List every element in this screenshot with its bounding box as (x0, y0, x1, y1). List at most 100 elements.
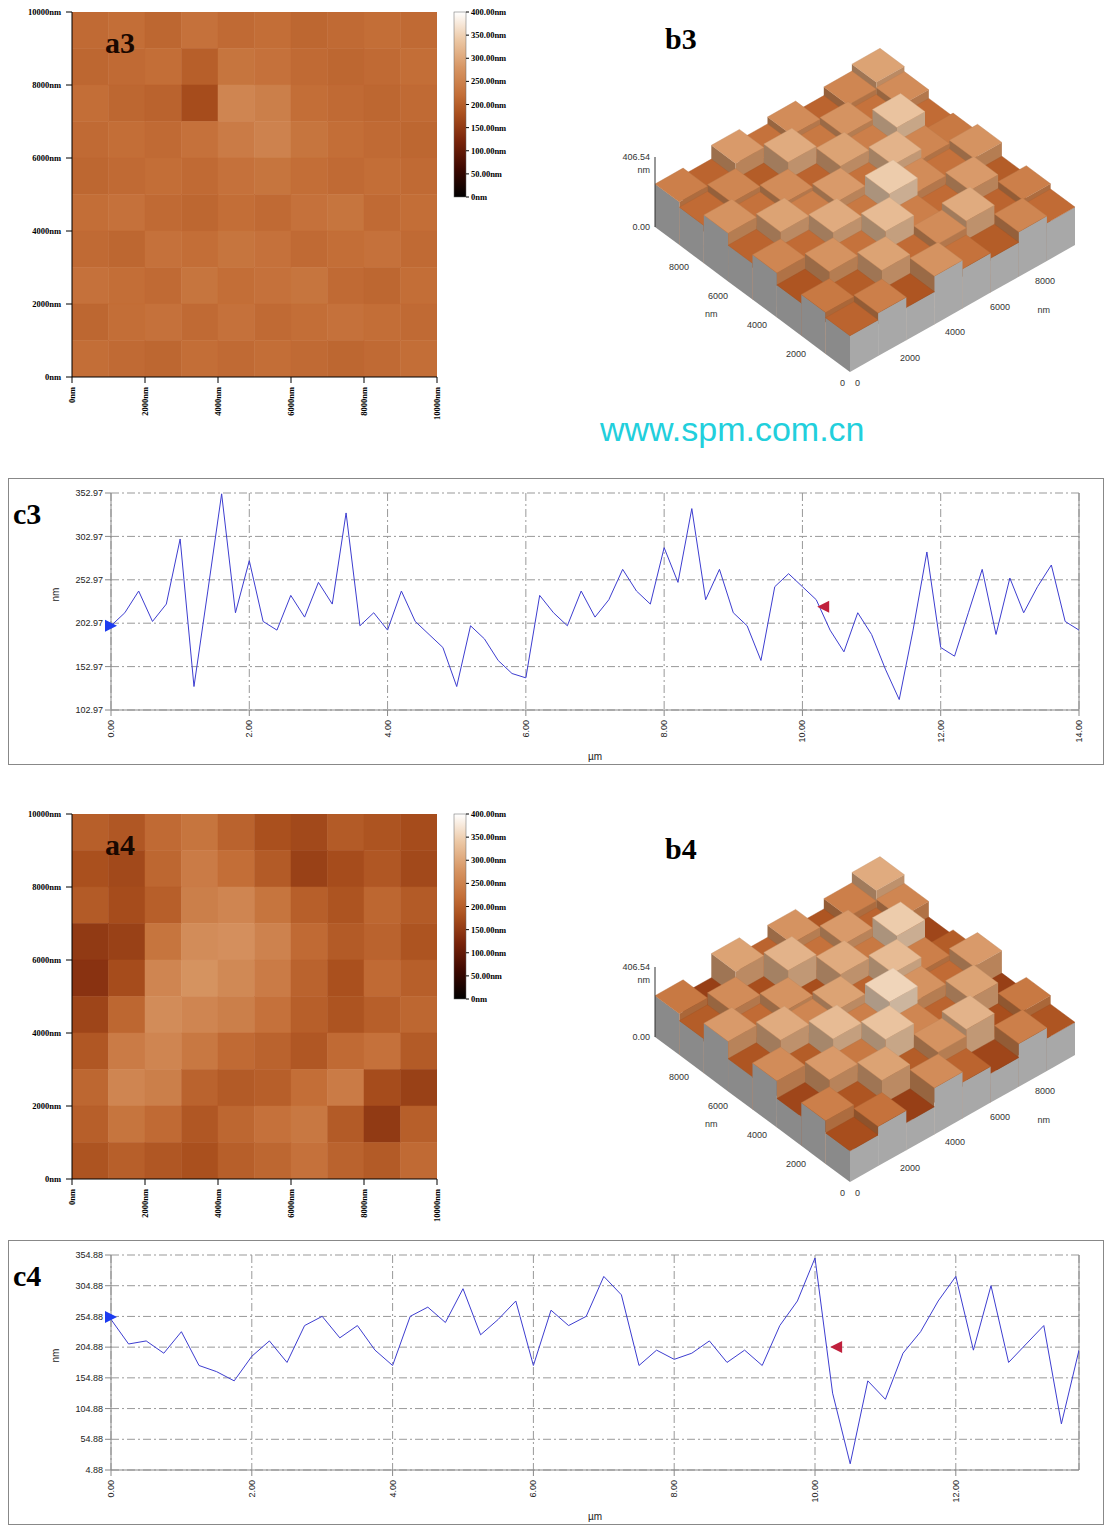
svg-text:250.00nm: 250.00nm (471, 878, 506, 888)
svg-text:8.00: 8.00 (659, 720, 669, 738)
svg-text:2000: 2000 (786, 1159, 806, 1169)
svg-text:252.97: 252.97 (75, 575, 103, 585)
svg-text:nm: nm (637, 165, 650, 175)
svg-text:352.97: 352.97 (75, 488, 103, 498)
svg-text:354.88: 354.88 (75, 1250, 103, 1260)
svg-text:4.00: 4.00 (383, 720, 393, 738)
svg-text:2.00: 2.00 (244, 720, 254, 738)
svg-text:2000nm: 2000nm (32, 1101, 61, 1111)
svg-text:14.00: 14.00 (1074, 720, 1084, 743)
svg-text:2000nm: 2000nm (32, 299, 61, 309)
svg-text:12.00: 12.00 (951, 1480, 961, 1503)
svg-text:0nm: 0nm (67, 387, 77, 403)
svg-text:10000nm: 10000nm (28, 7, 61, 17)
svg-text:8000: 8000 (1035, 276, 1055, 286)
svg-text:µm: µm (588, 1511, 602, 1522)
svg-text:nm: nm (705, 1119, 718, 1129)
svg-text:8000: 8000 (669, 262, 689, 272)
svg-text:10000nm: 10000nm (432, 387, 442, 420)
svg-text:250.00nm: 250.00nm (471, 76, 506, 86)
svg-text:0nm: 0nm (45, 372, 61, 382)
svg-text:8.00: 8.00 (669, 1480, 679, 1498)
svg-text:10.00: 10.00 (797, 720, 807, 743)
svg-text:10000nm: 10000nm (432, 1189, 442, 1222)
svg-text:152.97: 152.97 (75, 662, 103, 672)
svg-text:6000nm: 6000nm (286, 1189, 296, 1218)
svg-text:nm: nm (50, 1349, 61, 1363)
svg-text:0.00: 0.00 (632, 222, 650, 232)
svg-text:0: 0 (855, 1188, 860, 1198)
svg-text:6.00: 6.00 (521, 720, 531, 738)
svg-text:6000: 6000 (990, 302, 1010, 312)
svg-text:350.00nm: 350.00nm (471, 832, 506, 842)
svg-text:4000: 4000 (747, 1130, 767, 1140)
svg-text:4000nm: 4000nm (213, 387, 223, 416)
svg-text:4000nm: 4000nm (213, 1189, 223, 1218)
svg-text:nm: nm (1038, 305, 1051, 315)
svg-text:8000nm: 8000nm (32, 882, 61, 892)
svg-text:350.00nm: 350.00nm (471, 30, 506, 40)
svg-text:2000nm: 2000nm (140, 387, 150, 416)
svg-text:8000nm: 8000nm (359, 387, 369, 416)
svg-text:0.00: 0.00 (106, 1480, 116, 1498)
svg-text:8000nm: 8000nm (359, 1189, 369, 1218)
svg-text:10000nm: 10000nm (28, 809, 61, 819)
svg-text:0nm: 0nm (471, 994, 487, 1004)
svg-text:4.88: 4.88 (85, 1465, 103, 1475)
svg-text:2000: 2000 (786, 349, 806, 359)
svg-text:50.00nm: 50.00nm (471, 169, 502, 179)
svg-text:406.54: 406.54 (622, 152, 650, 162)
svg-text:4000nm: 4000nm (32, 1028, 61, 1038)
svg-text:154.88: 154.88 (75, 1373, 103, 1383)
svg-text:406.54: 406.54 (622, 962, 650, 972)
svg-text:100.00nm: 100.00nm (471, 146, 506, 156)
svg-text:204.88: 204.88 (75, 1342, 103, 1352)
svg-text:0nm: 0nm (45, 1174, 61, 1184)
svg-text:50.00nm: 50.00nm (471, 971, 502, 981)
svg-text:2000: 2000 (900, 1163, 920, 1173)
svg-text:2.00: 2.00 (247, 1480, 257, 1498)
svg-text:300.00nm: 300.00nm (471, 855, 506, 865)
svg-text:nm: nm (637, 975, 650, 985)
svg-text:6000nm: 6000nm (32, 153, 61, 163)
svg-text:0nm: 0nm (67, 1189, 77, 1205)
svg-text:4000nm: 4000nm (32, 226, 61, 236)
svg-text:12.00: 12.00 (936, 720, 946, 743)
svg-text:8000: 8000 (669, 1072, 689, 1082)
svg-text:0: 0 (855, 378, 860, 388)
svg-text:6000nm: 6000nm (32, 955, 61, 965)
svg-text:400.00nm: 400.00nm (471, 810, 506, 819)
svg-text:54.88: 54.88 (80, 1434, 103, 1444)
svg-text:6000: 6000 (708, 1101, 728, 1111)
svg-text:6000: 6000 (990, 1112, 1010, 1122)
svg-text:nm: nm (705, 309, 718, 319)
svg-text:400.00nm: 400.00nm (471, 8, 506, 17)
svg-text:8000nm: 8000nm (32, 80, 61, 90)
svg-text:102.97: 102.97 (75, 705, 103, 715)
svg-text:150.00nm: 150.00nm (471, 925, 506, 935)
svg-text:0: 0 (840, 1188, 845, 1198)
svg-text:0.00: 0.00 (632, 1032, 650, 1042)
svg-text:6000: 6000 (708, 291, 728, 301)
svg-text:6.00: 6.00 (528, 1480, 538, 1498)
svg-text:150.00nm: 150.00nm (471, 123, 506, 133)
svg-text:254.88: 254.88 (75, 1312, 103, 1322)
svg-text:302.97: 302.97 (75, 532, 103, 542)
svg-text:µm: µm (588, 751, 602, 762)
svg-text:4.00: 4.00 (388, 1480, 398, 1498)
svg-text:202.97: 202.97 (75, 618, 103, 628)
svg-text:100.00nm: 100.00nm (471, 948, 506, 958)
svg-text:304.88: 304.88 (75, 1281, 103, 1291)
svg-text:2000: 2000 (900, 353, 920, 363)
svg-text:300.00nm: 300.00nm (471, 53, 506, 63)
svg-text:104.88: 104.88 (75, 1404, 103, 1414)
svg-text:4000: 4000 (747, 320, 767, 330)
svg-text:200.00nm: 200.00nm (471, 902, 506, 912)
svg-text:4000: 4000 (945, 1137, 965, 1147)
svg-text:0nm: 0nm (471, 192, 487, 202)
svg-text:0.00: 0.00 (106, 720, 116, 738)
svg-text:4000: 4000 (945, 327, 965, 337)
svg-text:2000nm: 2000nm (140, 1189, 150, 1218)
svg-text:8000: 8000 (1035, 1086, 1055, 1096)
svg-text:200.00nm: 200.00nm (471, 100, 506, 110)
